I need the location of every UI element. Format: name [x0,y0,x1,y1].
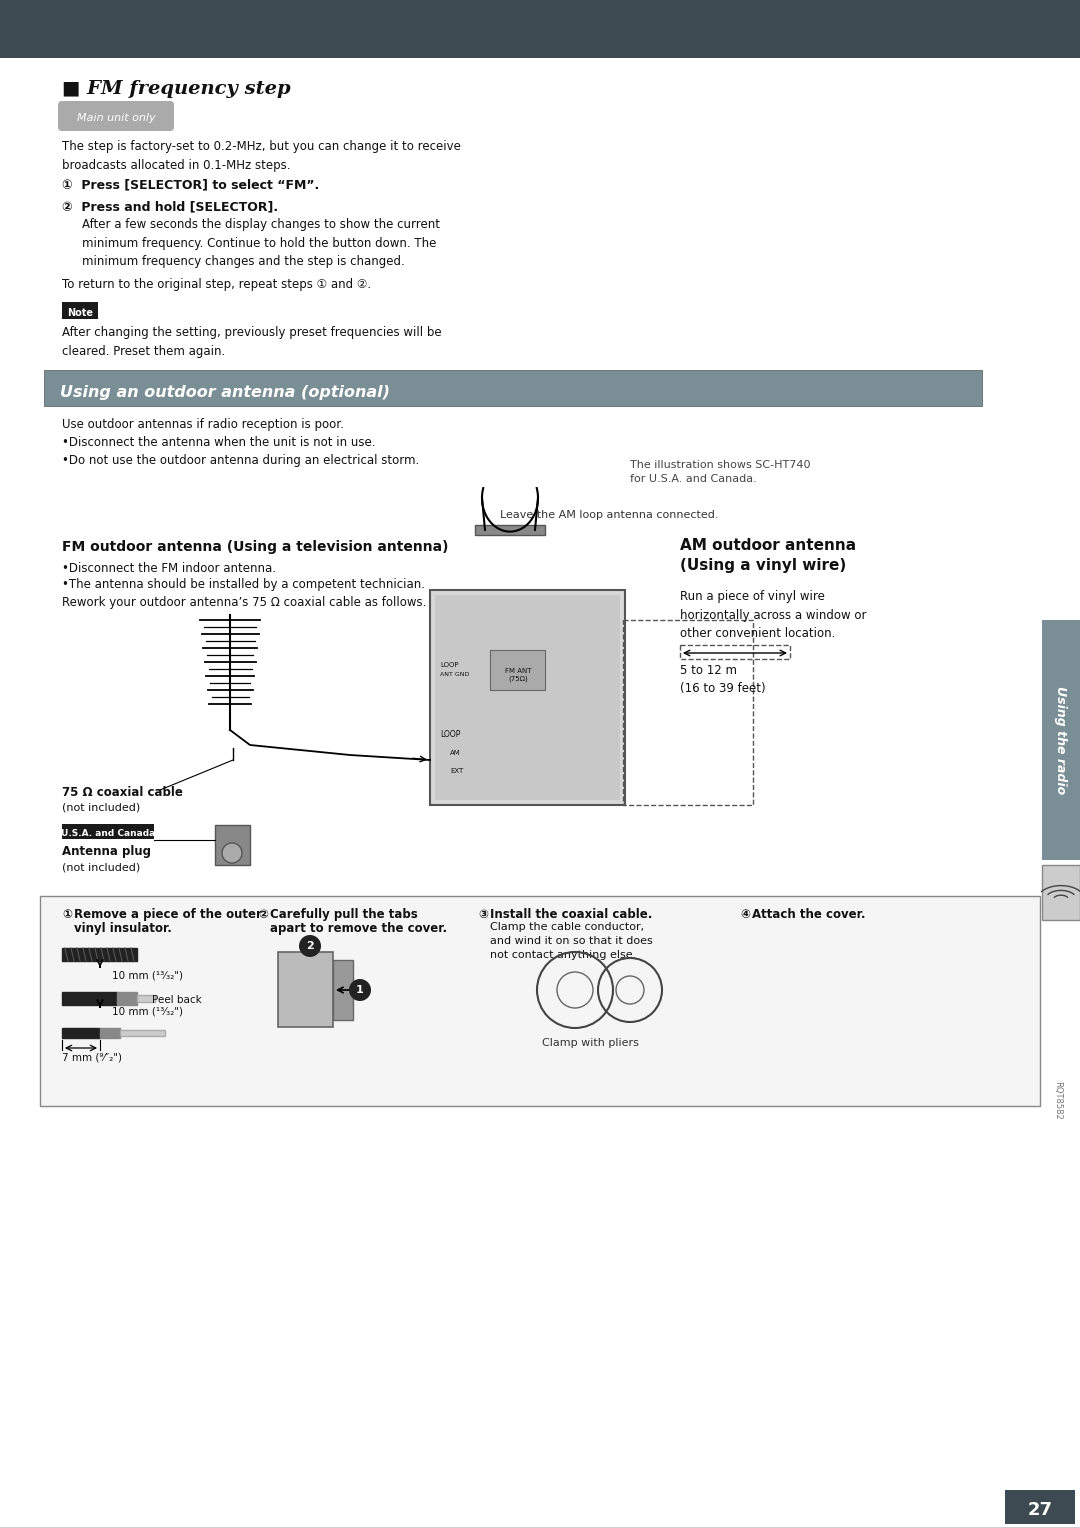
Circle shape [222,843,242,863]
Text: 10 mm (¹³⁄₃₂"): 10 mm (¹³⁄₃₂") [112,1005,183,1016]
Circle shape [349,979,372,1001]
Text: Run a piece of vinyl wire
horizontally across a window or
other convenient locat: Run a piece of vinyl wire horizontally a… [680,590,866,640]
Bar [62,303,98,319]
Text: (not included): (not included) [62,802,140,811]
Bar [215,825,249,865]
Bar [100,1028,120,1038]
Text: After changing the setting, previously preset frequencies will be
cleared. Prese: After changing the setting, previously p… [62,325,442,358]
Bar [278,952,333,1027]
Bar [117,992,137,1005]
Text: apart to remove the cover.: apart to remove the cover. [270,921,447,935]
Bar [1042,620,1080,860]
Text: The step is factory-set to 0.2-MHz, but you can change it to receive
broadcasts : The step is factory-set to 0.2-MHz, but … [62,141,461,173]
Text: RQT8582: RQT8582 [1053,1080,1063,1120]
Text: 75 Ω coaxial cable: 75 Ω coaxial cable [62,785,183,799]
Text: ■ FM frequency step: ■ FM frequency step [62,79,291,98]
Bar [120,1030,165,1036]
Circle shape [299,935,321,957]
Text: ②: ② [258,908,268,921]
Text: Antenna plug: Antenna plug [62,845,151,859]
Text: Attach the cover.: Attach the cover. [752,908,865,921]
Bar [62,992,117,1005]
Text: U.S.A. and Canada: U.S.A. and Canada [60,828,156,837]
Text: •Do not use the outdoor antenna during an electrical storm.: •Do not use the outdoor antenna during a… [62,454,419,468]
Text: FM ANT
(75Ω): FM ANT (75Ω) [504,668,531,681]
Text: The illustration shows SC-HT740
for U.S.A. and Canada.: The illustration shows SC-HT740 for U.S.… [630,460,810,484]
Text: Carefully pull the tabs: Carefully pull the tabs [270,908,418,921]
Bar [40,895,1040,1106]
Text: 7 mm (⁹⁄″₂"): 7 mm (⁹⁄″₂") [62,1053,122,1063]
Bar [490,649,545,691]
Bar [1042,865,1080,920]
Text: Rework your outdoor antenna’s 75 Ω coaxial cable as follows.: Rework your outdoor antenna’s 75 Ω coaxi… [62,596,427,610]
Bar [0,0,1080,58]
Bar [1005,1490,1075,1523]
Text: Remove a piece of the outer: Remove a piece of the outer [75,908,261,921]
Text: Install the coaxial cable.: Install the coaxial cable. [490,908,652,921]
Text: ①: ① [62,908,72,921]
Text: FM outdoor antenna (Using a television antenna): FM outdoor antenna (Using a television a… [62,539,448,555]
Bar [44,370,982,406]
Bar [62,1028,100,1038]
Text: 2: 2 [306,941,314,950]
Text: •Disconnect the FM indoor antenna.: •Disconnect the FM indoor antenna. [62,562,276,575]
Bar [430,590,625,805]
Bar [137,995,156,1002]
Text: 10 mm (¹³⁄₃₂"): 10 mm (¹³⁄₃₂") [112,970,183,979]
Text: Clamp with pliers: Clamp with pliers [541,1038,638,1048]
Text: ③: ③ [478,908,488,921]
Text: vinyl insulator.: vinyl insulator. [75,921,172,935]
Text: 27: 27 [1027,1500,1053,1519]
Text: ①  Press [SELECTOR] to select “FM”.: ① Press [SELECTOR] to select “FM”. [62,177,320,191]
Text: LOOP: LOOP [440,662,459,668]
Text: Using an outdoor antenna (optional): Using an outdoor antenna (optional) [60,385,390,400]
Text: not contact anything else.: not contact anything else. [490,950,636,960]
Bar [333,960,353,1021]
Text: 1: 1 [356,986,364,995]
Text: To return to the original step, repeat steps ① and ②.: To return to the original step, repeat s… [62,278,372,290]
Text: •The antenna should be installed by a competent technician.: •The antenna should be installed by a co… [62,578,426,591]
Text: AM outdoor antenna
(Using a vinyl wire): AM outdoor antenna (Using a vinyl wire) [680,538,856,573]
Text: Use outdoor antennas if radio reception is poor.: Use outdoor antennas if radio reception … [62,419,343,431]
Text: and wind it on so that it does: and wind it on so that it does [490,937,652,946]
Text: EXT: EXT [450,769,463,775]
Text: Note: Note [67,309,93,318]
Text: Peel back: Peel back [152,995,202,1005]
Text: LOOP: LOOP [440,730,460,740]
Text: After a few seconds the display changes to show the current
minimum frequency. C: After a few seconds the display changes … [82,219,440,267]
Text: Main unit only: Main unit only [77,113,156,122]
FancyBboxPatch shape [58,101,174,131]
Text: Leave the AM loop antenna connected.: Leave the AM loop antenna connected. [500,510,718,520]
Text: AM: AM [450,750,461,756]
Text: 5 to 12 m
(16 to 39 feet): 5 to 12 m (16 to 39 feet) [680,665,766,695]
Text: ④: ④ [740,908,750,921]
Text: Using the radio: Using the radio [1054,686,1067,795]
Text: Clamp the cable conductor,: Clamp the cable conductor, [490,921,644,932]
Text: (not included): (not included) [62,862,140,872]
Bar [475,526,545,535]
Text: ②  Press and hold [SELECTOR].: ② Press and hold [SELECTOR]. [62,200,279,212]
Text: ANT GND: ANT GND [440,672,470,677]
Bar [62,947,137,961]
Bar [435,594,620,801]
Bar [62,824,154,839]
Text: •Disconnect the antenna when the unit is not in use.: •Disconnect the antenna when the unit is… [62,435,376,449]
